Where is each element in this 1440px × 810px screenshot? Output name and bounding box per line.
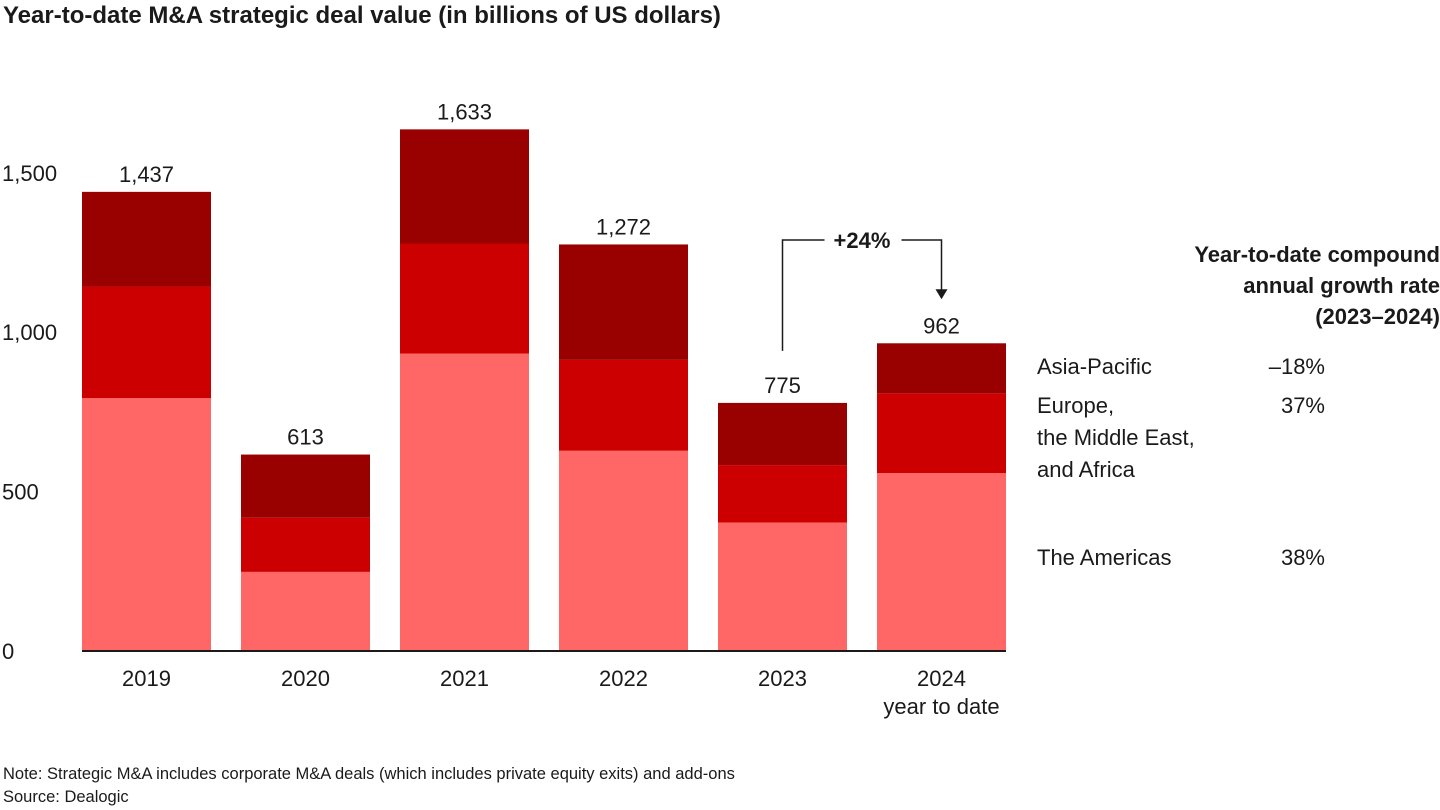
total-labels-group: 1,437 613 1,633 1,272 775 962 xyxy=(119,99,960,449)
x-tick-label: 2020 xyxy=(281,666,330,691)
legend-title-line: Year-to-date compound xyxy=(1194,242,1440,267)
legend-title: Year-to-date compound annual growth rate… xyxy=(1120,239,1440,332)
y-tick-label: 1,000 xyxy=(2,320,57,345)
source-note: Source: Dealogic xyxy=(3,788,129,806)
bar-segment-1 xyxy=(718,522,847,650)
bar-segment-3 xyxy=(877,343,1006,394)
total-label: 1,437 xyxy=(119,162,174,187)
bar-segment-2 xyxy=(241,517,370,572)
bar-segment-1 xyxy=(559,450,688,650)
legend-region-emea: Europe, the Middle East, and Africa xyxy=(1037,393,1195,482)
growth-annotation: +24% xyxy=(781,228,948,351)
legend-title-line: (2023–2024) xyxy=(1315,304,1440,329)
legend-title-line: annual growth rate xyxy=(1243,273,1440,298)
bar-segment-3 xyxy=(82,191,211,287)
bar-segment-1 xyxy=(400,353,529,650)
bar-segment-2 xyxy=(400,243,529,354)
bar-segment-3 xyxy=(718,402,847,466)
bar-segment-2 xyxy=(718,465,847,523)
bars-group xyxy=(82,129,1006,650)
total-label: 962 xyxy=(923,313,960,338)
annotation-arrowhead xyxy=(935,289,948,300)
bar-segment-3 xyxy=(559,244,688,360)
bar-segment-3 xyxy=(400,129,529,244)
bar-segment-2 xyxy=(82,286,211,399)
annotation-line-left xyxy=(781,239,825,351)
annotation-line-right xyxy=(901,239,943,292)
bar-segment-2 xyxy=(559,359,688,451)
x-tick-label: 2022 xyxy=(599,666,648,691)
bar-segment-2 xyxy=(877,393,1006,474)
bar-segment-1 xyxy=(877,473,1006,650)
bar-segment-1 xyxy=(82,398,211,650)
x-tick-label: 2021 xyxy=(440,666,489,691)
y-axis: 0 500 1,000 1,500 xyxy=(2,161,57,664)
chart-title: Year-to-date M&A strategic deal value (i… xyxy=(3,2,721,29)
x-tick-label: 2023 xyxy=(758,666,807,691)
x-tick-label: 2019 xyxy=(122,666,171,691)
legend-growth-emea: 37% xyxy=(1280,393,1325,418)
annotation-label: +24% xyxy=(834,228,891,253)
legend-region-asia-pacific: Asia-Pacific xyxy=(1037,354,1152,379)
x-tick-label: year to date xyxy=(883,694,999,719)
footnote: Note: Strategic M&A includes corporate M… xyxy=(3,765,735,783)
y-tick-label: 0 xyxy=(2,639,14,664)
total-label: 1,633 xyxy=(437,99,492,124)
bar-segment-3 xyxy=(241,454,370,518)
bar-segment-1 xyxy=(241,571,370,650)
legend-region-americas: The Americas xyxy=(1037,545,1172,570)
legend-growth-asia-pacific: –18% xyxy=(1268,354,1325,379)
total-label: 613 xyxy=(287,425,324,450)
total-label: 775 xyxy=(764,373,801,398)
y-tick-label: 1,500 xyxy=(2,161,57,186)
legend-growth-americas: 38% xyxy=(1280,545,1325,570)
x-axis: 2019 2020 2021 2022 2023 2024 year to date xyxy=(82,650,1006,719)
y-tick-label: 500 xyxy=(2,480,39,505)
total-label: 1,272 xyxy=(596,214,651,239)
x-tick-label: 2024 xyxy=(917,666,966,691)
